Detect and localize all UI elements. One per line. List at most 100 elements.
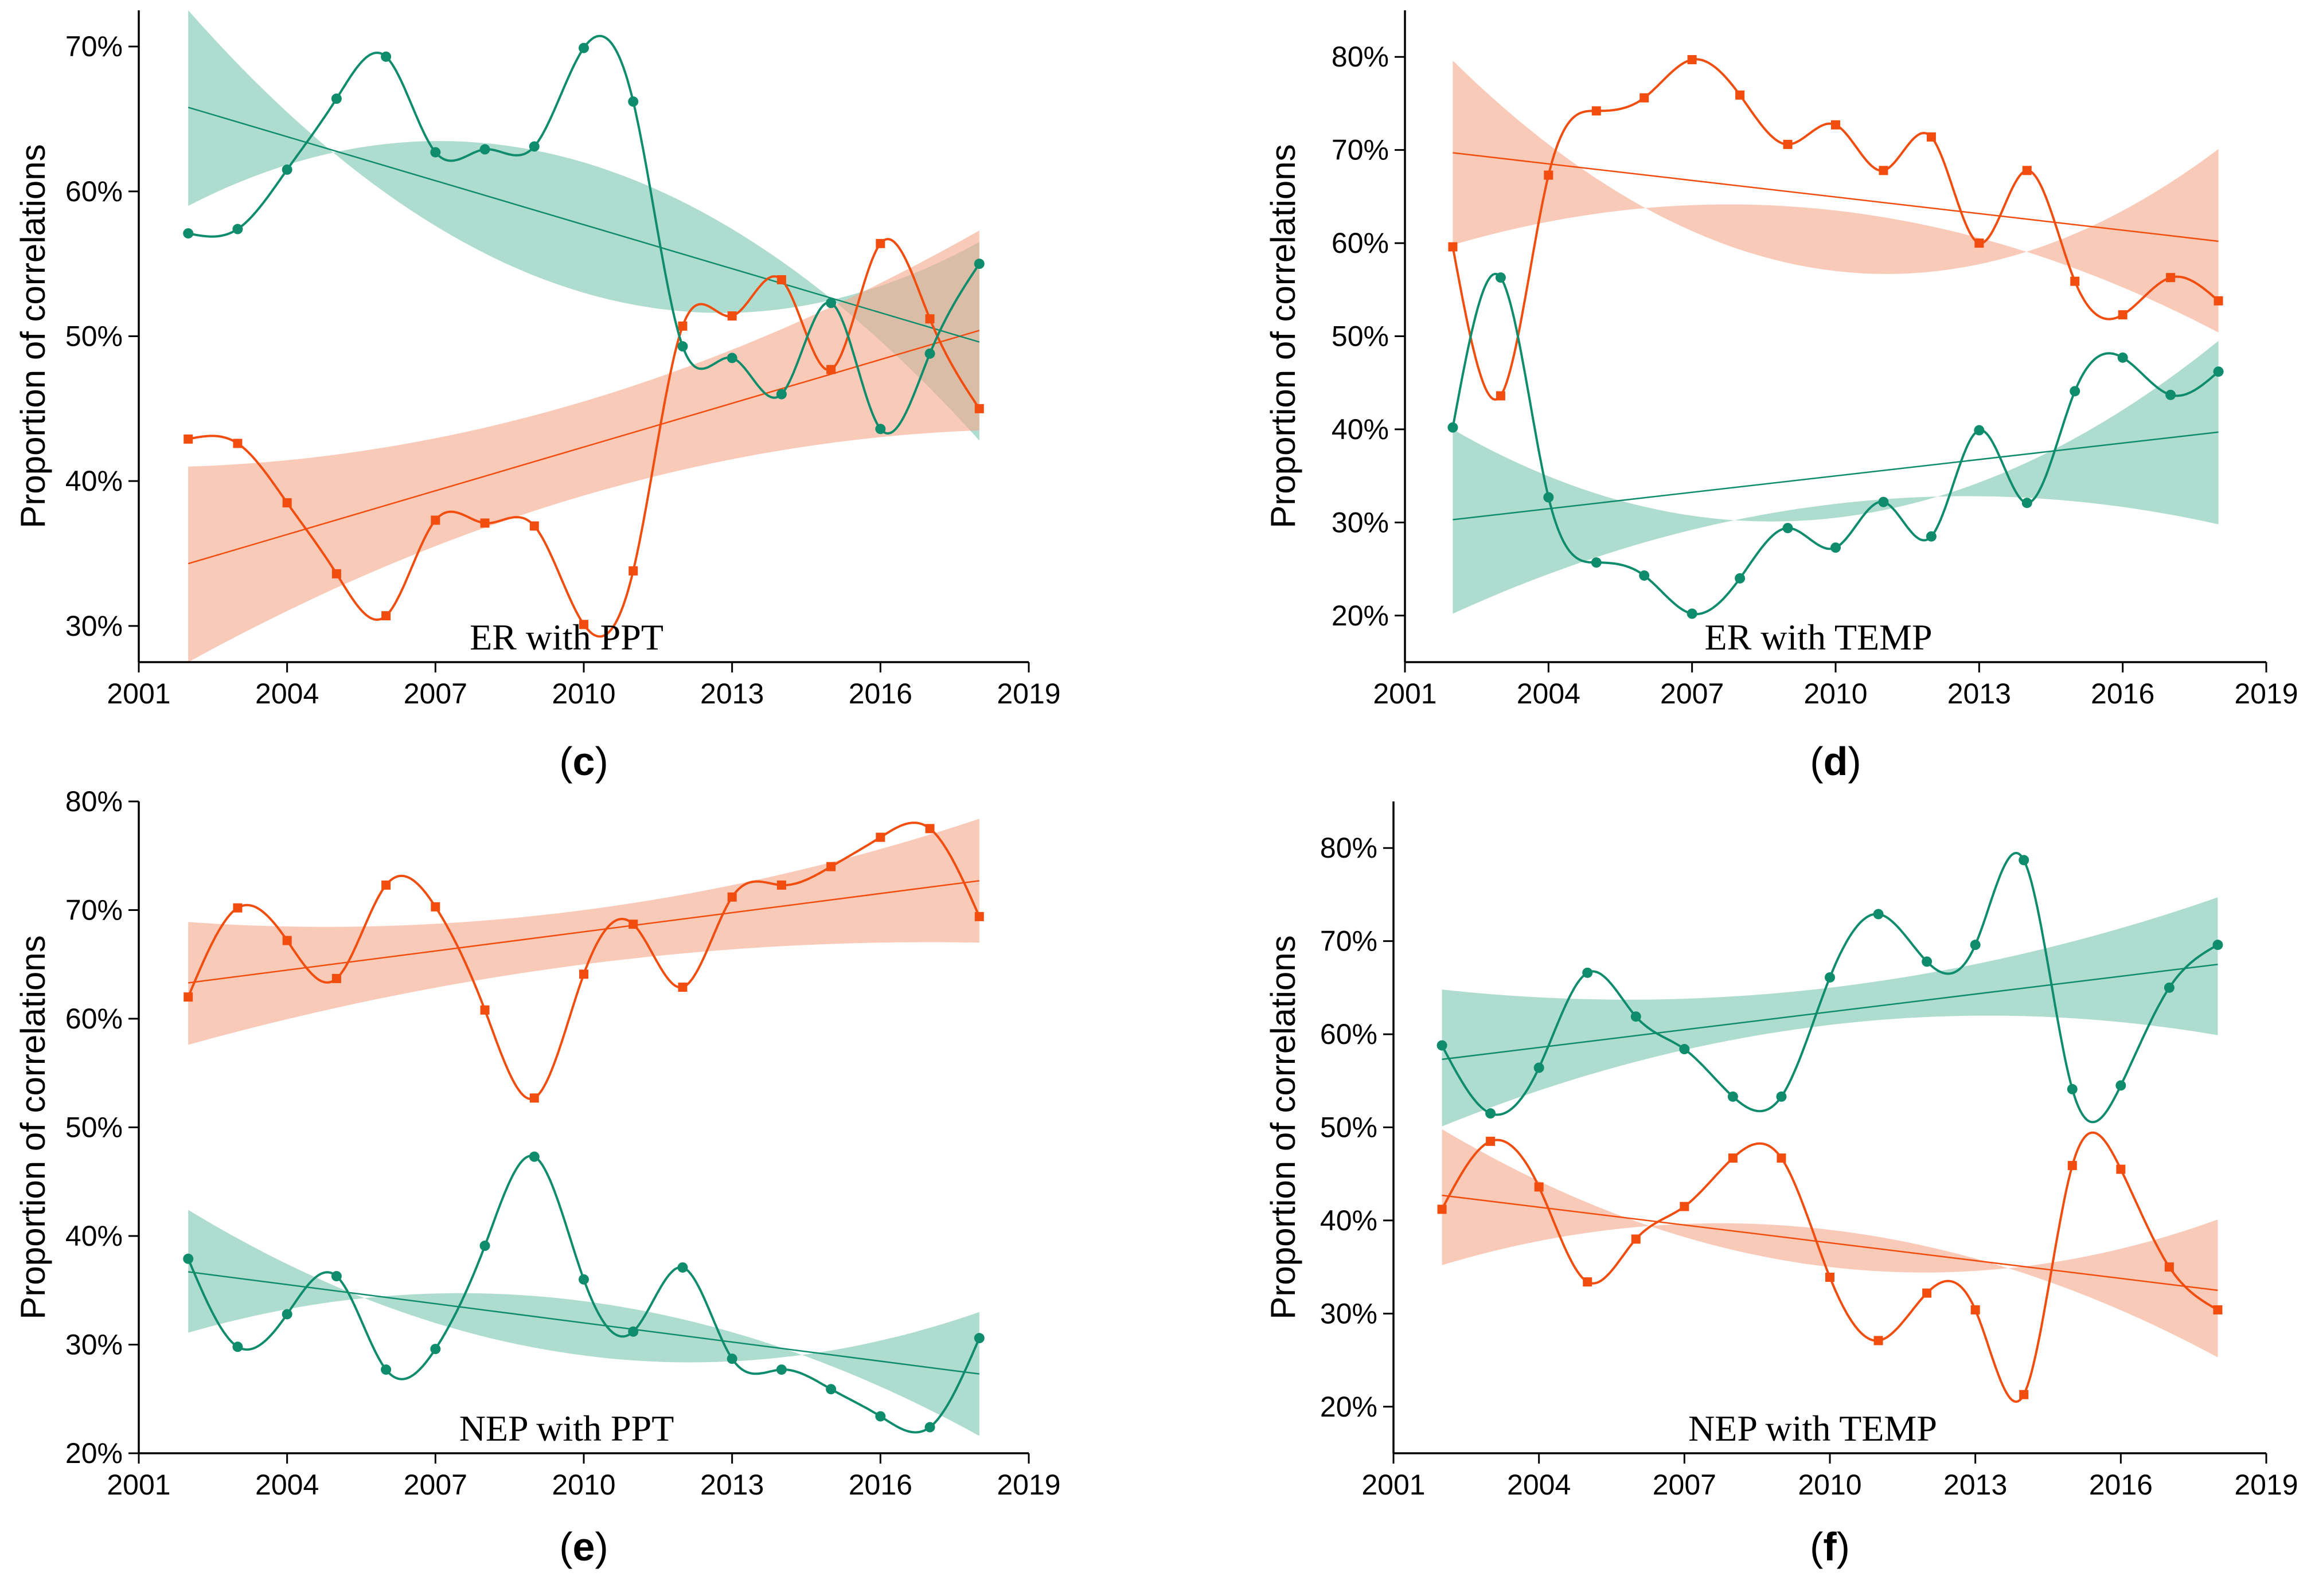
trend-line-green: [1442, 964, 2218, 1061]
data-point-orange: [2070, 276, 2080, 286]
data-point-orange: [331, 973, 341, 983]
data-point-green: [1639, 570, 1650, 581]
data-point-green: [974, 1333, 985, 1344]
y-tick-label: 60%: [1332, 227, 1389, 259]
x-tick-label: 2007: [1653, 1469, 1716, 1501]
data-point-orange: [184, 992, 193, 1002]
data-point-orange: [579, 620, 588, 629]
confidence-band-green: [1453, 341, 2219, 614]
data-point-orange: [2067, 1161, 2077, 1171]
data-point-green: [1727, 1091, 1738, 1102]
y-tick-label: 70%: [65, 894, 123, 926]
data-point-green: [1974, 425, 1985, 436]
data-point-green: [430, 1344, 441, 1355]
data-point-green: [232, 1341, 243, 1352]
x-tick-label: 2007: [404, 678, 467, 710]
data-point-green: [1776, 1091, 1787, 1102]
data-point-orange: [678, 321, 688, 331]
data-point-orange: [1873, 1336, 1883, 1345]
data-point-orange: [1728, 1153, 1738, 1163]
y-tick-label: 30%: [65, 610, 123, 642]
data-point-orange: [876, 832, 885, 842]
x-tick-label: 2004: [255, 1469, 319, 1501]
x-tick-label: 2016: [2089, 1469, 2153, 1501]
data-point-orange: [331, 569, 341, 578]
data-point-green: [1830, 542, 1841, 553]
data-point-green: [1922, 956, 1933, 967]
data-point-orange: [776, 275, 786, 284]
data-point-orange: [776, 880, 786, 890]
data-point-green: [579, 42, 589, 53]
data-point-green: [2165, 389, 2176, 400]
x-tick-label: 2013: [1943, 1469, 2007, 1501]
y-tick-label: 60%: [65, 1003, 123, 1035]
data-point-green: [1970, 940, 1981, 950]
y-tick-label: 50%: [1320, 1112, 1377, 1144]
data-point-orange: [1879, 166, 1888, 175]
data-point-orange: [1496, 391, 1505, 401]
data-point-orange: [529, 1093, 539, 1103]
data-point-orange: [1687, 55, 1697, 65]
data-point-green: [381, 51, 392, 62]
data-point-green: [628, 96, 639, 107]
trend-line-orange: [188, 330, 980, 565]
data-point-green: [2117, 352, 2128, 363]
data-point-green: [727, 1354, 737, 1364]
data-point-green: [1782, 523, 1793, 534]
panel-caption: (f): [1810, 1524, 1850, 1569]
data-point-orange: [826, 365, 836, 374]
data-point-green: [282, 1309, 292, 1320]
data-point-green: [430, 147, 441, 158]
x-tick-label: 2010: [1803, 678, 1867, 710]
data-point-green: [579, 1274, 589, 1285]
data-point-orange: [876, 238, 885, 248]
data-point-orange: [727, 892, 737, 902]
x-tick-label: 2007: [1660, 678, 1724, 710]
data-point-orange: [282, 936, 292, 945]
y-axis-title: Proportion of correlations: [14, 144, 52, 528]
data-point-green: [826, 298, 837, 308]
x-tick-label: 2001: [107, 1469, 170, 1501]
chart-panel-c: 2001 2004 2007 2010 2013 2016 2019 30% 40% 50% 60%…: [14, 10, 1061, 784]
y-tick-label: 70%: [1320, 925, 1377, 957]
data-point-green: [1533, 1062, 1544, 1073]
y-tick-label: 50%: [1332, 320, 1389, 353]
data-point-green: [1543, 492, 1554, 503]
data-point-orange: [1591, 106, 1601, 116]
data-point-green: [1926, 531, 1937, 542]
data-point-green: [2164, 982, 2175, 993]
data-point-orange: [579, 969, 588, 979]
y-tick-label: 50%: [65, 320, 123, 353]
x-tick-label: 2016: [849, 678, 912, 710]
y-axis-title: Proportion of correlations: [14, 935, 52, 1319]
data-point-orange: [826, 862, 836, 871]
data-point-orange: [1448, 242, 1458, 252]
data-point-orange: [1437, 1204, 1447, 1214]
data-point-orange: [1831, 120, 1840, 130]
data-point-green: [2115, 1080, 2126, 1091]
chart-panel-e: 2001 2004 2007 2010 2013 2016 2019 20% 30% 40% 50%…: [14, 785, 1061, 1569]
data-point-orange: [1970, 1305, 1980, 1315]
data-point-orange: [1639, 93, 1649, 103]
data-point-green: [2021, 498, 2032, 508]
x-tick-label: 2016: [849, 1469, 912, 1501]
data-point-orange: [233, 439, 243, 448]
data-point-green: [727, 353, 737, 363]
x-tick-label: 2019: [2234, 678, 2298, 710]
trend-line-orange: [188, 880, 979, 984]
y-tick-label: 50%: [65, 1112, 123, 1144]
data-point-green: [1495, 272, 1506, 283]
data-point-orange: [2116, 1164, 2126, 1174]
x-tick-label: 2013: [1947, 678, 2011, 710]
y-tick-label: 30%: [1320, 1297, 1377, 1329]
trend-line-green: [188, 1271, 979, 1375]
data-point-green: [924, 1422, 935, 1433]
data-point-orange: [1735, 90, 1745, 100]
data-point-green: [875, 1411, 886, 1422]
data-point-orange: [2164, 1262, 2174, 1272]
data-point-green: [479, 144, 490, 155]
data-point-orange: [431, 515, 440, 525]
data-point-orange: [1583, 1277, 1592, 1287]
